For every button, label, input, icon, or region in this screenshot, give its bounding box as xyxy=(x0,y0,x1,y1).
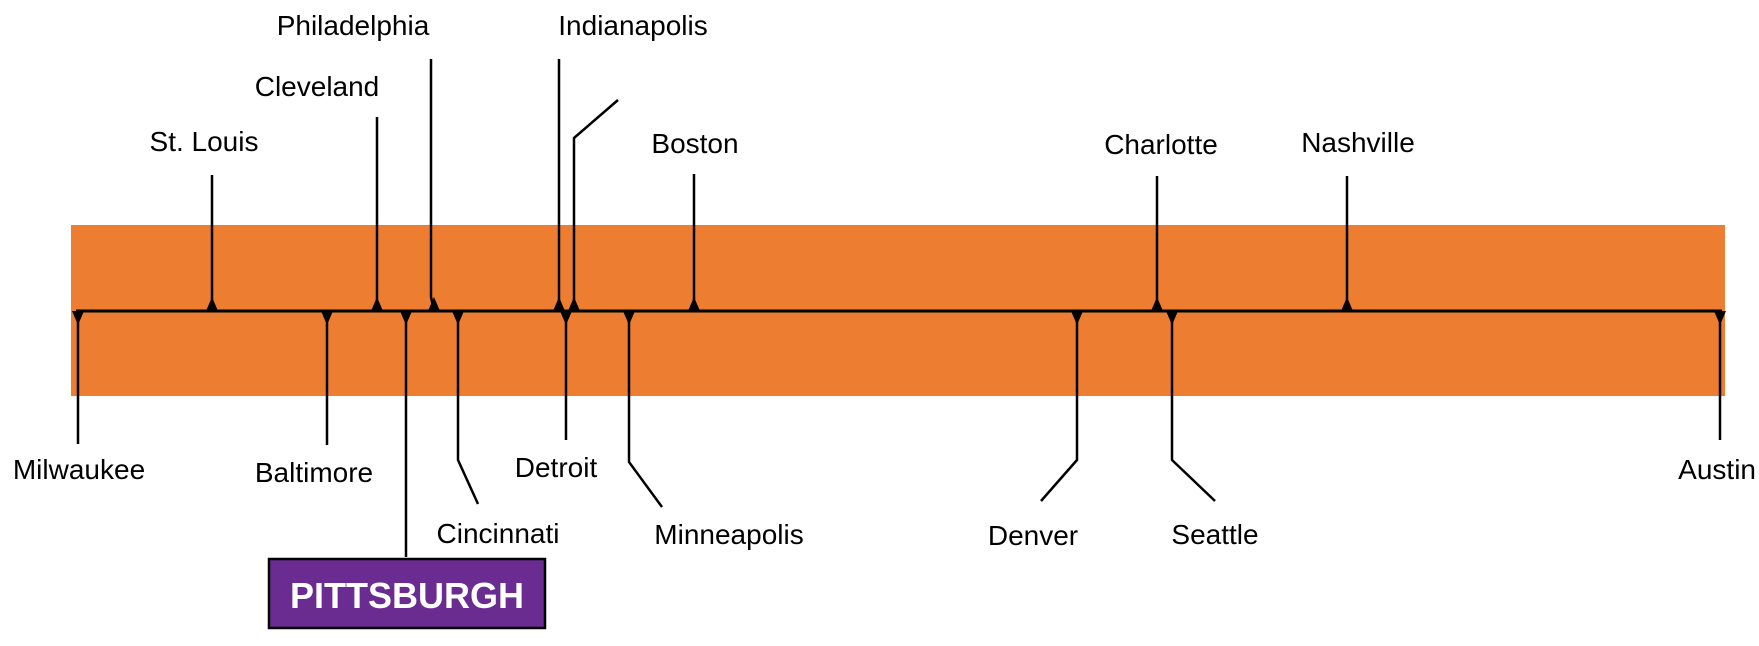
marker-triangle-milwaukee xyxy=(72,311,84,325)
marker-triangle-nashville xyxy=(1341,297,1353,311)
marker-triangle-cleveland xyxy=(371,297,383,311)
label-baltimore: Baltimore xyxy=(255,457,373,488)
marker-philadelphia: Philadelphia xyxy=(277,10,440,312)
marker-triangle-detroit xyxy=(560,311,572,325)
marker-triangle-cincinnati xyxy=(452,311,464,325)
leader-line-seattle xyxy=(1170,311,1216,502)
marker-denver: Denver xyxy=(988,311,1083,551)
marker-detroit: Detroit xyxy=(515,311,598,483)
label-philadelphia: Philadelphia xyxy=(277,10,430,41)
label-austin: Austin xyxy=(1678,454,1756,485)
label-st-louis: St. Louis xyxy=(150,126,259,157)
label-cincinnati: Cincinnati xyxy=(437,518,560,549)
marker-triangle-seattle xyxy=(1166,311,1178,325)
label-denver: Denver xyxy=(988,520,1078,551)
marker-charlotte: Charlotte xyxy=(1104,129,1218,311)
label-minneapolis: Minneapolis xyxy=(654,519,803,550)
label-cleveland: Cleveland xyxy=(255,71,380,102)
label-detroit: Detroit xyxy=(515,452,598,483)
marker-triangle-pittsburgh xyxy=(400,311,412,325)
marker-triangle-baltimore xyxy=(321,311,333,325)
marker-baltimore: Baltimore xyxy=(255,311,373,488)
marker-triangle-austin xyxy=(1714,311,1726,325)
marker-triangle-minneapolis xyxy=(623,311,635,325)
marker-indianapolis: Indianapolis xyxy=(553,10,708,311)
label-indianapolis: Indianapolis xyxy=(558,10,707,41)
marker-boston: Boston xyxy=(651,128,739,311)
leader-line-minneapolis xyxy=(627,311,664,508)
marker-milwaukee: Milwaukee xyxy=(13,311,145,485)
leader-line-cincinnati xyxy=(456,311,480,505)
marker-triangle-st-louis xyxy=(206,297,218,311)
marker-nashville: Nashville xyxy=(1301,127,1415,311)
marker-triangle-boston xyxy=(688,297,700,311)
label-milwaukee: Milwaukee xyxy=(13,454,145,485)
marker-pittsburgh: PITTSBURGH xyxy=(267,311,547,630)
marker-cincinnati: Cincinnati xyxy=(437,311,560,549)
marker-seattle: Seattle xyxy=(1166,311,1259,550)
marker-st-louis: St. Louis xyxy=(150,126,259,311)
label-charlotte: Charlotte xyxy=(1104,129,1218,160)
label-boston: Boston xyxy=(651,128,738,159)
marker-triangle-charlotte xyxy=(1151,297,1163,311)
marker-unlabeled xyxy=(568,99,619,311)
label-pittsburgh: PITTSBURGH xyxy=(290,575,524,616)
label-seattle: Seattle xyxy=(1171,519,1258,550)
marker-triangle-philadelphia xyxy=(428,297,440,311)
marker-cleveland: Cleveland xyxy=(255,71,383,311)
marker-austin: Austin xyxy=(1678,311,1756,485)
leader-line-denver xyxy=(1040,311,1079,502)
label-nashville: Nashville xyxy=(1301,127,1415,158)
marker-triangle-indianapolis xyxy=(553,297,565,311)
marker-triangle-denver xyxy=(1071,311,1083,325)
leader-line-unlabeled xyxy=(572,99,619,311)
marker-triangle-unlabeled xyxy=(568,297,580,311)
pittsburgh-highlight-box xyxy=(267,557,547,630)
marker-minneapolis: Minneapolis xyxy=(623,311,804,550)
